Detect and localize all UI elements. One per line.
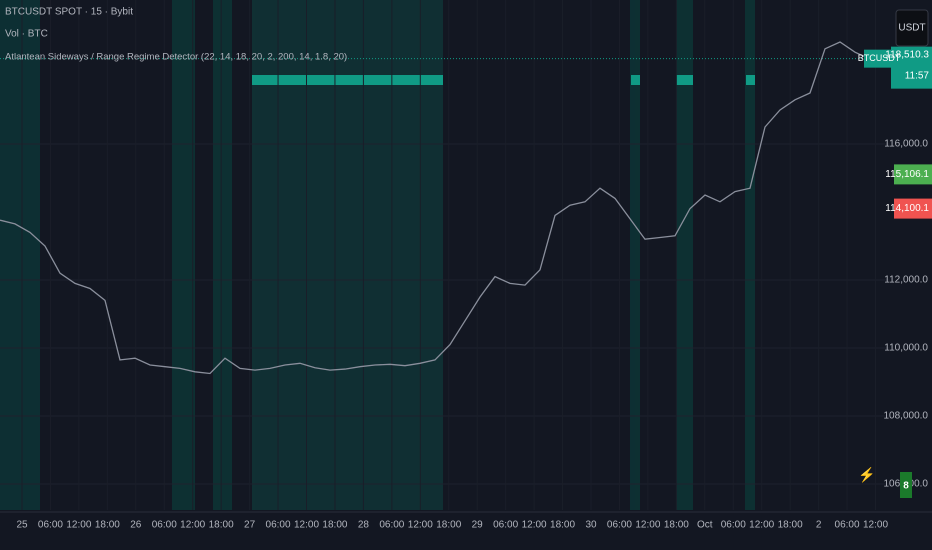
indicator-label: Atlantean Sideways / Range Regime Detect… xyxy=(5,52,347,63)
last-price-tag xyxy=(891,46,932,89)
symbol-tag-text: BTCUSDT xyxy=(858,53,901,63)
last-price-text: 118,510.3 xyxy=(885,49,929,60)
shade xyxy=(213,0,232,510)
lightning-icon[interactable]: ⚡ xyxy=(858,467,875,484)
time-label: 06:00 xyxy=(721,520,746,531)
shade xyxy=(0,0,40,510)
time-label: 12:00 xyxy=(863,520,888,531)
time-label: 06:00 xyxy=(835,520,860,531)
time-label: 12:00 xyxy=(294,520,319,531)
price-tick-label: 112,000.0 xyxy=(884,275,928,286)
time-label: 18:00 xyxy=(778,520,803,531)
time-label: 28 xyxy=(358,520,370,531)
plot xyxy=(0,41,871,375)
time-label: 29 xyxy=(472,520,484,531)
bar xyxy=(252,75,443,85)
shade xyxy=(172,0,195,510)
currency-button-text: USDT xyxy=(898,23,925,34)
time-label: 12:00 xyxy=(408,520,433,531)
badge xyxy=(900,472,912,498)
time-label: 06:00 xyxy=(607,520,632,531)
range-tag-text: 115,106.1 xyxy=(885,169,929,180)
price-tick-label: 108,000.0 xyxy=(884,411,929,422)
time-label: 18:00 xyxy=(436,520,461,531)
range-tag xyxy=(894,164,932,185)
time-label: 18:00 xyxy=(322,520,347,531)
time-label: 12:00 xyxy=(66,520,91,531)
bar xyxy=(676,75,693,85)
symbol-tag xyxy=(864,49,894,68)
time-label: 25 xyxy=(16,520,28,531)
range-tag xyxy=(894,198,932,219)
time-label: Oct xyxy=(697,520,713,531)
range-tag-text: 114,100.1 xyxy=(885,203,929,214)
time-label: 12:00 xyxy=(180,520,205,531)
time-label: 18:00 xyxy=(209,520,234,531)
badge-text: 8 xyxy=(903,481,909,492)
time-label: 18:00 xyxy=(95,520,120,531)
time-label: 06:00 xyxy=(266,520,291,531)
bar xyxy=(631,75,640,85)
time-label: 12:00 xyxy=(749,520,774,531)
time-label: 06:00 xyxy=(152,520,177,531)
price-tick-label: 110,000.0 xyxy=(884,343,928,354)
time-label: 18:00 xyxy=(664,520,689,531)
price-tick-label: 116,000.0 xyxy=(884,139,928,150)
time-label: 06:00 xyxy=(38,520,63,531)
shade xyxy=(630,0,640,510)
countdown-text: 11:57 xyxy=(905,70,930,81)
time-label: 2 xyxy=(816,520,822,531)
symbol-title: BTCUSDT SPOT · 15 · Bybit xyxy=(5,7,133,18)
time-label: 30 xyxy=(585,520,597,531)
time-label: 27 xyxy=(244,520,256,531)
bar xyxy=(746,75,755,85)
grid xyxy=(0,0,890,510)
regime-bar xyxy=(252,75,755,85)
shade xyxy=(745,0,755,510)
volume-label: Vol · BTC xyxy=(5,29,48,40)
time-label: 26 xyxy=(130,520,142,531)
price-line xyxy=(0,41,871,375)
currency-button[interactable] xyxy=(895,9,929,47)
time-label: 12:00 xyxy=(522,520,547,531)
shade xyxy=(676,0,693,510)
time-label: 18:00 xyxy=(550,520,575,531)
time-label: 12:00 xyxy=(635,520,660,531)
time-label: 06:00 xyxy=(493,520,518,531)
time-label: 06:00 xyxy=(379,520,404,531)
